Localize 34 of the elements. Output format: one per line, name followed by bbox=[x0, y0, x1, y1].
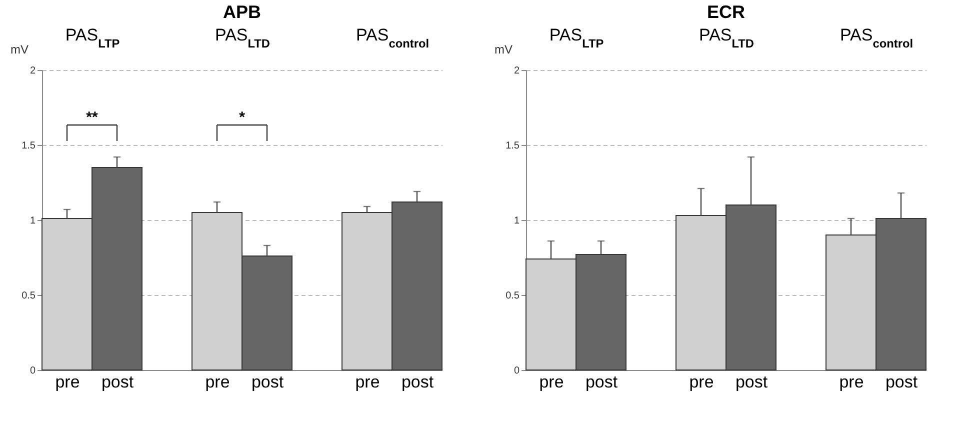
y-tick-label: 1 bbox=[514, 216, 520, 226]
chart-title: APB bbox=[222, 2, 262, 22]
chart-title: ECR bbox=[706, 2, 746, 22]
y-tick-label: 2 bbox=[514, 66, 520, 76]
series-label: post bbox=[101, 372, 134, 392]
y-tick-label: 1.5 bbox=[506, 140, 520, 152]
text: post bbox=[885, 372, 918, 392]
text: post bbox=[251, 372, 284, 392]
x-tick-label: PAS$_{LTP}$ bbox=[549, 26, 604, 50]
y-tick-label: 0 bbox=[514, 366, 520, 376]
series-label: post bbox=[585, 372, 618, 392]
text: post bbox=[401, 372, 434, 392]
x-tick-label: PAS$_{control}$ bbox=[356, 26, 430, 50]
annotation: ** bbox=[86, 109, 98, 126]
text: pre bbox=[839, 372, 864, 392]
y-tick-label: 0 bbox=[30, 366, 36, 376]
y-axis-title: mV bbox=[494, 42, 512, 56]
series-label: pre bbox=[55, 372, 80, 392]
y-tick-label: 0.5 bbox=[506, 290, 520, 302]
series-label: pre bbox=[539, 372, 564, 392]
x-tick-label: PAS$_{LTD}$ bbox=[215, 26, 270, 50]
annotation: * bbox=[239, 109, 246, 126]
text: post bbox=[735, 372, 768, 392]
y-axis-title: mV bbox=[10, 42, 28, 56]
y-tick-label: 1 bbox=[30, 216, 36, 226]
text: pre bbox=[355, 372, 380, 392]
y-tick-label: 0.5 bbox=[22, 290, 36, 302]
y-tick-label: 1.5 bbox=[22, 140, 36, 152]
text: pre bbox=[689, 372, 714, 392]
y-tick-label: 2 bbox=[30, 66, 36, 76]
x-tick-label: PAS$_{control}$ bbox=[840, 26, 914, 50]
text: pre bbox=[205, 372, 230, 392]
x-tick-label: PAS$_{LTP}$ bbox=[65, 26, 120, 50]
x-tick-label: PAS$_{LTD}$ bbox=[699, 26, 754, 50]
